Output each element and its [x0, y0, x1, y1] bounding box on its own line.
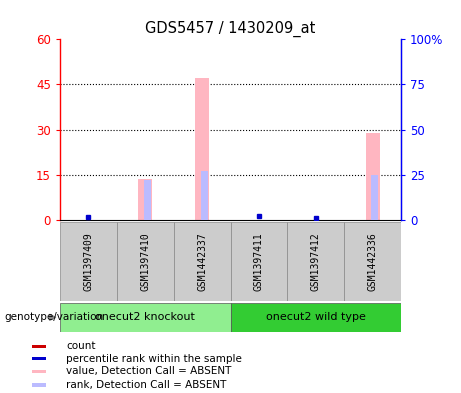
Text: value, Detection Call = ABSENT: value, Detection Call = ABSENT [66, 366, 231, 376]
Bar [32, 384, 46, 387]
Text: GSM1397410: GSM1397410 [140, 232, 150, 291]
Text: onecut2 knockout: onecut2 knockout [95, 312, 195, 322]
Bar [117, 222, 174, 301]
Bar [201, 171, 207, 220]
Bar [372, 175, 378, 220]
Bar [230, 222, 287, 301]
Text: GSM1442336: GSM1442336 [367, 232, 378, 291]
Bar [174, 222, 230, 301]
Text: GSM1397409: GSM1397409 [83, 232, 94, 291]
Text: percentile rank within the sample: percentile rank within the sample [66, 354, 242, 364]
Text: rank, Detection Call = ABSENT: rank, Detection Call = ABSENT [66, 380, 226, 390]
Text: GSM1397412: GSM1397412 [311, 232, 321, 291]
Text: onecut2 wild type: onecut2 wild type [266, 312, 366, 322]
Bar [287, 222, 344, 301]
Text: genotype/variation: genotype/variation [5, 312, 104, 322]
Text: GSM1397411: GSM1397411 [254, 232, 264, 291]
Bar [32, 370, 46, 373]
Bar [366, 133, 380, 220]
Bar [195, 79, 209, 220]
Bar [32, 345, 46, 348]
Text: count: count [66, 341, 95, 351]
Bar [60, 303, 230, 332]
Bar [32, 357, 46, 360]
Bar [60, 222, 117, 301]
Bar [138, 179, 152, 220]
Title: GDS5457 / 1430209_at: GDS5457 / 1430209_at [145, 20, 316, 37]
Bar [230, 303, 401, 332]
Bar [144, 180, 151, 220]
Bar [344, 222, 401, 301]
Text: GSM1442337: GSM1442337 [197, 232, 207, 291]
